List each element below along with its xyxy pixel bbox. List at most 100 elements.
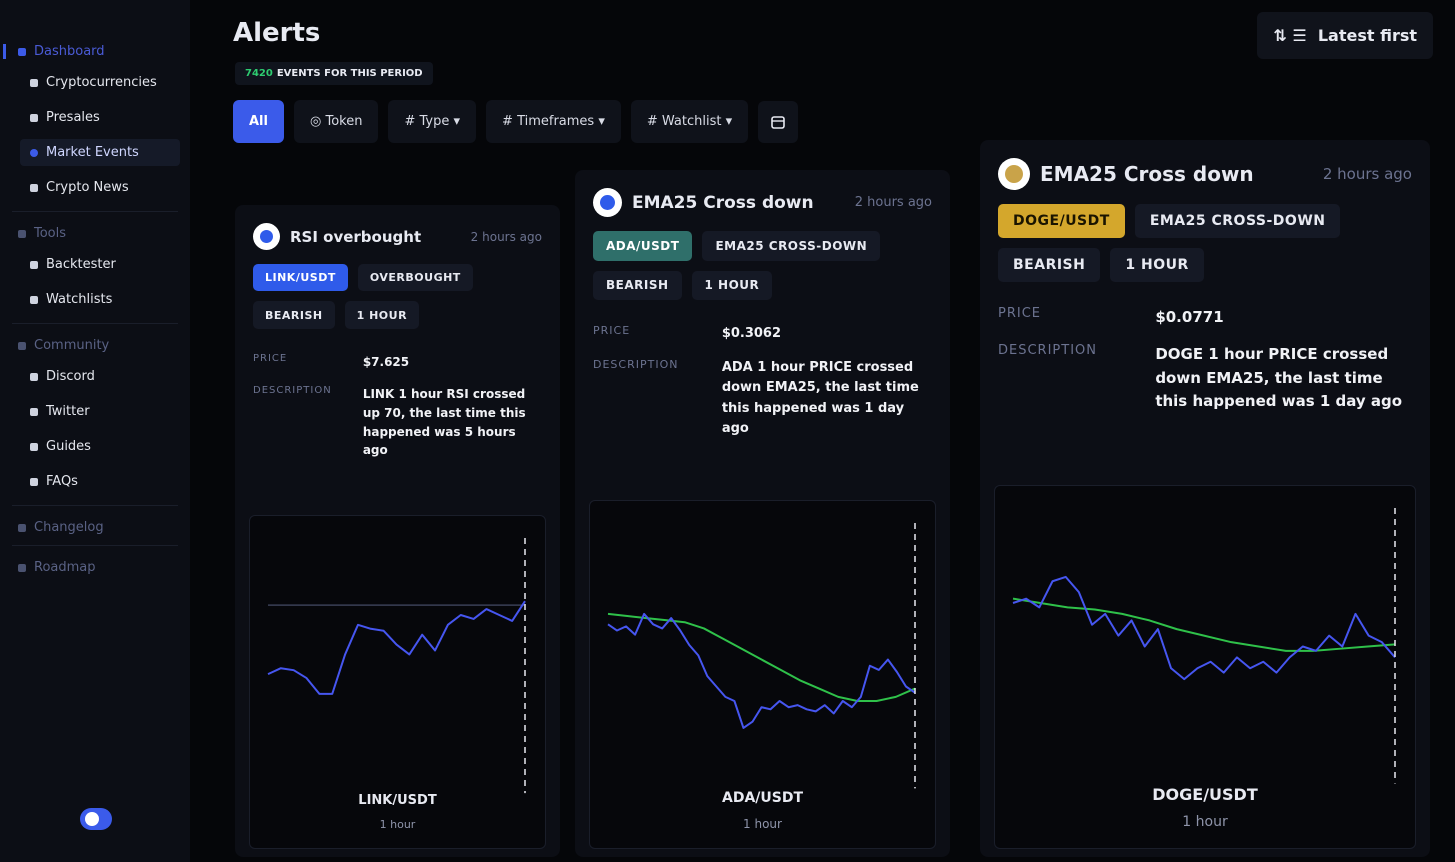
section-title[interactable]: Dashboard xyxy=(3,44,190,59)
section-icon xyxy=(18,523,26,532)
filters: All ◎ Token # Type ▾ # Timeframes ▾ # Watchl… xyxy=(233,100,799,143)
card-title: EMA25 Cross down xyxy=(632,192,814,213)
card-header: RSI overbought 2 hours ago xyxy=(253,223,542,250)
filter-label: Type xyxy=(419,114,450,129)
nav-icon xyxy=(30,148,38,157)
description-value: ADA 1 hour PRICE crossed down EMA25, the… xyxy=(721,360,919,436)
tag: LINK/USDT xyxy=(253,264,348,292)
nav-item[interactable]: Twitter xyxy=(20,398,180,425)
filter[interactable]: ◎ Token xyxy=(293,100,379,143)
section-icon xyxy=(18,563,26,572)
token-icon xyxy=(253,223,280,250)
card-title: RSI overbought xyxy=(290,227,422,246)
section-title[interactable]: Changelog xyxy=(18,520,190,535)
tag: EMA25 CROSS-DOWN xyxy=(702,231,881,261)
nav-item[interactable]: Market Events xyxy=(20,139,180,166)
separator xyxy=(12,545,178,546)
filter-label: Timeframes xyxy=(517,114,595,129)
nav-label: Cryptocurrencies xyxy=(46,75,157,90)
nav-label: Watchlists xyxy=(46,292,113,307)
card-header: EMA25 Cross down 2 hours ago xyxy=(998,158,1412,190)
filter[interactable]: # Type ▾ xyxy=(388,100,477,143)
card-time: 2 hours ago xyxy=(854,195,932,210)
main: Alerts 7420 EVENTS FOR THIS PERIOD ⇅ ☰ La… xyxy=(190,0,1455,862)
tags: LINK/USDT OVERBOUGHT BEARISH 1 HOUR xyxy=(253,264,542,329)
nav-item[interactable]: Crypto News xyxy=(20,174,180,201)
section-title[interactable]: Roadmap xyxy=(18,560,190,575)
tag: BEARISH xyxy=(998,248,1101,282)
nav-item[interactable]: Watchlists xyxy=(20,286,180,313)
price-value: $0.0771 xyxy=(1155,308,1224,326)
price-label: PRICE xyxy=(253,352,288,364)
description-label: DESCRIPTION xyxy=(998,343,1097,359)
alert-card[interactable]: EMA25 Cross down 2 hours ago DOGE/USDT EMA2… xyxy=(980,140,1430,857)
separator xyxy=(12,211,178,212)
price-line xyxy=(267,600,526,695)
token-icon-inner xyxy=(260,230,273,243)
tag: OVERBOUGHT xyxy=(357,264,473,292)
chart xyxy=(607,523,916,789)
chart xyxy=(267,538,526,794)
chart xyxy=(1012,508,1396,784)
nav-icon xyxy=(30,260,38,269)
nav-icon xyxy=(30,113,38,122)
token-icon-inner xyxy=(1005,165,1023,183)
alert-card[interactable]: EMA25 Cross down 2 hours ago ADA/USDT EMA25… xyxy=(575,170,950,857)
price-row: PRICE $7.625 xyxy=(253,353,542,372)
chart-timeframe: 1 hour xyxy=(379,818,416,832)
nav-item[interactable]: Cryptocurrencies xyxy=(20,69,180,96)
chart-pair: DOGE/USDT xyxy=(1152,785,1258,805)
card-time: 2 hours ago xyxy=(470,229,542,244)
nav-icon xyxy=(30,442,38,451)
filter[interactable]: All xyxy=(233,100,284,143)
description-value: DOGE 1 hour PRICE crossed down EMA25, th… xyxy=(1155,345,1403,410)
separator xyxy=(12,505,178,506)
section-label: Roadmap xyxy=(34,560,96,575)
alert-card[interactable]: RSI overbought 2 hours ago LINK/USDT OVERBO… xyxy=(235,205,560,857)
section-title[interactable]: Tools xyxy=(18,226,190,241)
filter-label: Watchlist xyxy=(661,114,722,129)
page-title: Alerts xyxy=(233,18,321,48)
nav-item[interactable]: Guides xyxy=(20,433,180,460)
sidebar: Dashboard Cryptocurrencies Presales Market … xyxy=(0,0,190,862)
filter[interactable]: # Watchlist ▾ xyxy=(630,100,749,143)
section-icon xyxy=(18,341,26,350)
section-label: Community xyxy=(34,338,110,353)
price-value: $7.625 xyxy=(362,354,410,369)
nav-item[interactable]: FAQs xyxy=(20,468,180,495)
ema-line xyxy=(607,612,916,703)
section-title[interactable]: Community xyxy=(18,338,190,353)
separator xyxy=(12,323,178,324)
nav-icon xyxy=(30,372,38,381)
timeframe-tag: 1 HOUR xyxy=(344,301,420,329)
filter[interactable]: # Timeframes ▾ xyxy=(486,100,621,143)
chart-panel: LINK/USDT 1 hour xyxy=(249,515,546,849)
description-label: DESCRIPTION xyxy=(593,358,679,372)
calendar-shape xyxy=(771,115,785,129)
nav-icon xyxy=(30,407,38,416)
sort-button[interactable]: ⇅ ☰ Latest first xyxy=(1257,12,1433,59)
nav-label: Guides xyxy=(46,439,91,454)
nav-label: FAQs xyxy=(46,474,78,489)
tag: DOGE/USDT xyxy=(998,204,1125,238)
section-label: Tools xyxy=(34,226,67,241)
nav-label: Discord xyxy=(46,369,95,384)
nav-item[interactable]: Discord xyxy=(20,363,180,390)
nav-item[interactable]: Presales xyxy=(20,104,180,131)
filter-label: All xyxy=(249,114,268,129)
nav-label: Twitter xyxy=(46,404,90,419)
ema-line xyxy=(1012,597,1396,652)
price-row: PRICE $0.3062 xyxy=(593,324,932,344)
price-label: PRICE xyxy=(593,324,631,338)
nav-item[interactable]: Backtester xyxy=(20,251,180,278)
nav-label: Backtester xyxy=(46,257,116,272)
theme-toggle[interactable] xyxy=(80,808,112,830)
card-header: EMA25 Cross down 2 hours ago xyxy=(593,188,932,217)
section-label: Dashboard xyxy=(34,44,105,59)
timeframe-tag: 1 HOUR xyxy=(1110,248,1204,282)
tag: BEARISH xyxy=(593,270,682,301)
tags: ADA/USDT EMA25 CROSS-DOWN BEARISH 1 HOUR xyxy=(593,231,932,301)
token-icon xyxy=(593,188,622,217)
chart-timeframe: 1 hour xyxy=(743,816,782,831)
calendar-button[interactable] xyxy=(758,100,799,143)
